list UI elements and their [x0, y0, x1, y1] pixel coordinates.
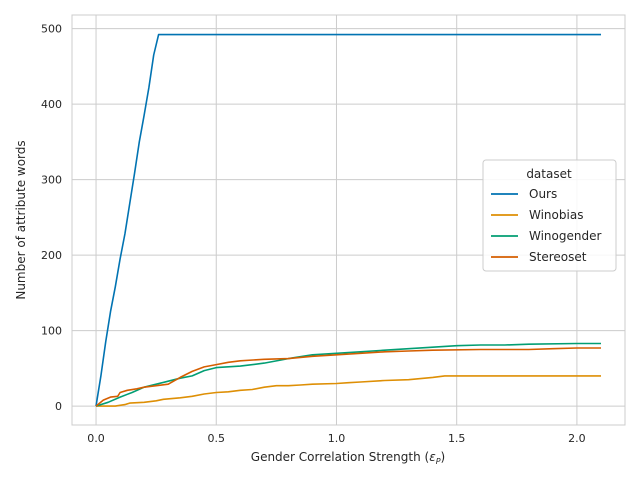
series-line-winobias [96, 375, 601, 407]
legend-label: Ours [529, 187, 557, 201]
y-tick-label: 400 [41, 98, 62, 111]
plot-frame [71, 14, 626, 426]
y-tick-label: 0 [55, 400, 62, 413]
x-axis-ticks: 0.0 0.5 1.0 1.5 2.0 [87, 432, 585, 445]
legend-title: dataset [526, 167, 572, 181]
x-tick-label: 2.0 [568, 432, 586, 445]
legend-label: Winobias [529, 208, 583, 222]
y-axis-ticks: 0 100 200 300 400 500 [41, 23, 62, 414]
x-axis-label: Gender Correlation Strength (εP) [251, 450, 445, 466]
grid [72, 15, 625, 425]
legend-label: Winogender [529, 229, 601, 243]
legend-box [482, 159, 617, 272]
series-lines [95, 33, 601, 407]
legend: dataset Ours Winobias Winogender Stereoset [482, 159, 617, 272]
y-tick-label: 500 [41, 23, 62, 36]
y-tick-label: 300 [41, 174, 62, 187]
x-tick-label: 0.5 [208, 432, 226, 445]
x-tick-label: 1.5 [448, 432, 466, 445]
y-axis-label: Number of attribute words [14, 140, 28, 299]
x-tick-label: 1.0 [328, 432, 346, 445]
y-tick-label: 100 [41, 325, 62, 338]
series-line-ours [95, 33, 601, 407]
x-tick-label: 0.0 [87, 432, 105, 445]
series-line-stereoset [95, 347, 601, 407]
y-tick-label: 200 [41, 249, 62, 262]
legend-label: Stereoset [529, 250, 587, 264]
